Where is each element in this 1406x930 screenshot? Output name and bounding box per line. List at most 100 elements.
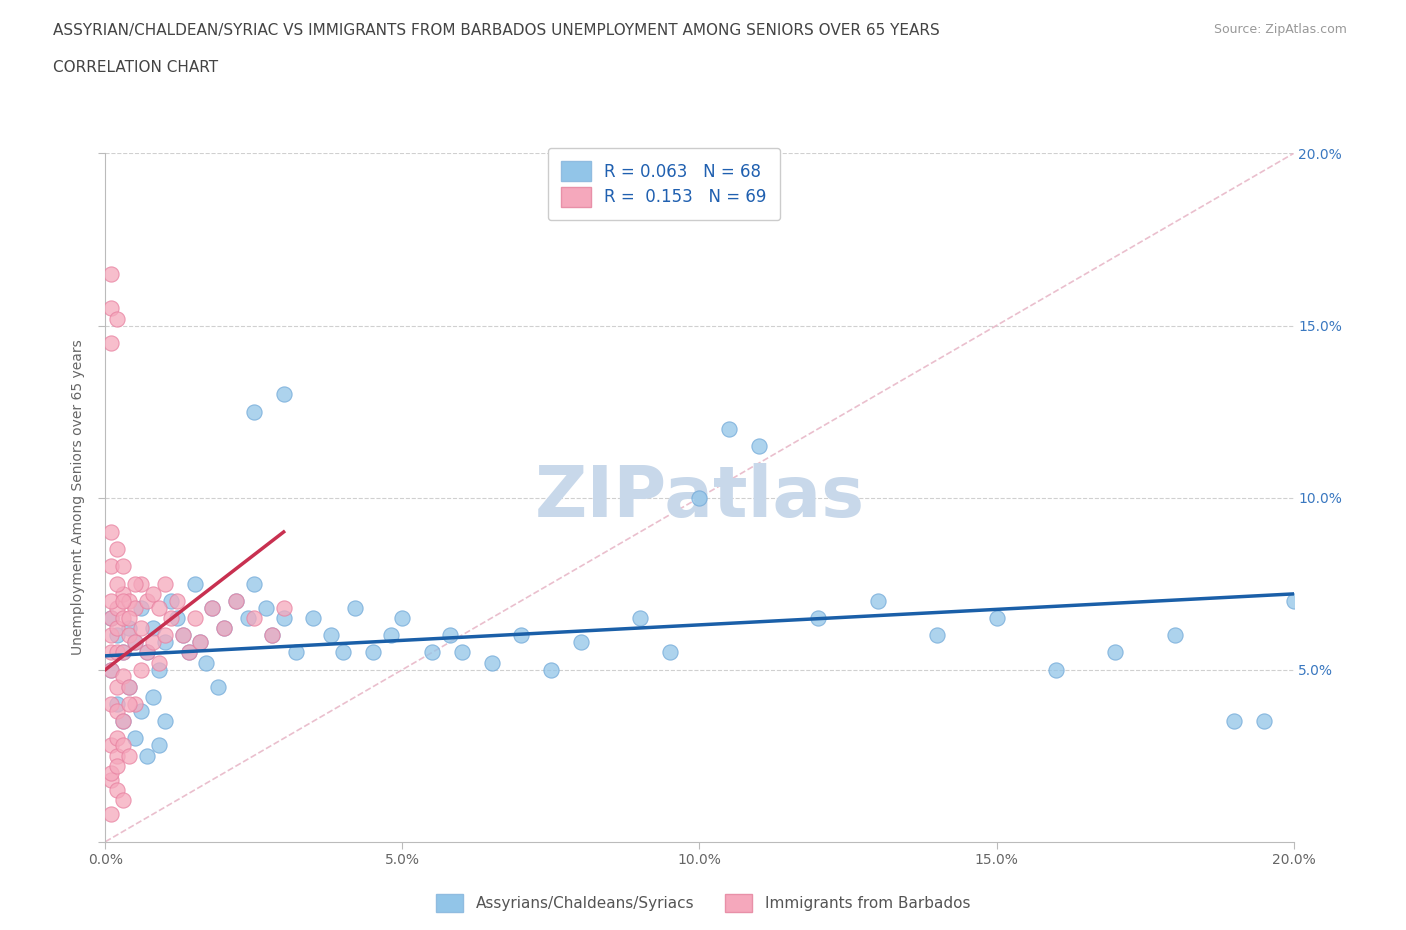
Point [148,737,170,752]
Point [105,783,128,798]
Legend: R = 0.063   N = 68, R =  0.153   N = 69: R = 0.063 N = 68, R = 0.153 N = 69 [548,148,780,219]
Point [118,680,141,695]
Point [129,600,152,615]
Point [510,628,533,643]
Y-axis label: Unemployment Among Seniors over 65 years: Unemployment Among Seniors over 65 years [72,339,86,656]
Point [243,405,266,419]
Point [100,697,122,711]
Point [201,600,224,615]
Point [118,748,141,763]
Point [105,697,128,711]
Point [112,714,135,729]
Point [129,621,152,636]
Point [112,593,135,608]
Point [105,645,128,660]
Text: Source: ZipAtlas.com: Source: ZipAtlas.com [1213,23,1347,36]
Point [105,759,128,774]
Point [214,621,236,636]
Point [100,765,122,780]
Point [689,490,711,505]
Point [380,628,402,643]
Point [190,634,212,649]
Point [807,611,830,626]
Point [100,611,122,626]
Point [112,587,135,602]
Point [166,611,188,626]
Point [183,577,205,591]
Point [243,611,266,626]
Point [112,793,135,808]
Point [481,656,503,671]
Point [105,703,128,718]
Text: CORRELATION CHART: CORRELATION CHART [53,60,218,75]
Point [100,628,122,643]
Point [124,634,146,649]
Point [254,600,277,615]
Point [112,669,135,684]
Point [284,645,307,660]
Point [100,301,122,316]
Text: ASSYRIAN/CHALDEAN/SYRIAC VS IMMIGRANTS FROM BARBADOS UNEMPLOYMENT AMONG SENIORS : ASSYRIAN/CHALDEAN/SYRIAC VS IMMIGRANTS F… [53,23,941,38]
Point [190,634,212,649]
Point [273,600,295,615]
Point [105,748,128,763]
Point [236,611,259,626]
Point [100,267,122,282]
Point [100,336,122,351]
Point [273,611,295,626]
Point [1164,628,1187,643]
Legend: Assyrians/Chaldeans/Syriacs, Immigrants from Barbados: Assyrians/Chaldeans/Syriacs, Immigrants … [430,888,976,918]
Point [159,611,181,626]
Point [100,645,122,660]
Point [105,680,128,695]
Point [112,714,135,729]
Point [391,611,413,626]
Point [124,697,146,711]
Point [105,628,128,643]
Point [112,559,135,574]
Point [1045,662,1067,677]
Point [100,611,122,626]
Point [225,593,247,608]
Point [177,645,200,660]
Point [142,621,165,636]
Point [136,645,159,660]
Point [124,577,146,591]
Point [142,587,165,602]
Point [986,611,1008,626]
Point [100,525,122,539]
Point [112,611,135,626]
Point [112,645,135,660]
Point [195,656,218,671]
Point [100,772,122,787]
Point [148,600,170,615]
Point [118,621,141,636]
Point [129,662,152,677]
Point [321,628,343,643]
Point [105,577,128,591]
Point [105,312,128,326]
Point [1104,645,1126,660]
Point [1223,714,1246,729]
Point [343,600,366,615]
Point [118,611,141,626]
Point [100,593,122,608]
Point [225,593,247,608]
Point [153,577,176,591]
Point [100,662,122,677]
Point [260,628,283,643]
Point [1253,714,1275,729]
Point [148,656,170,671]
Point [100,806,122,821]
Point [105,731,128,746]
Text: ZIPatlas: ZIPatlas [534,463,865,532]
Point [207,680,229,695]
Point [439,628,461,643]
Point [112,737,135,752]
Point [153,634,176,649]
Point [142,634,165,649]
Point [148,662,170,677]
Point [540,662,562,677]
Point [129,577,152,591]
Point [136,593,159,608]
